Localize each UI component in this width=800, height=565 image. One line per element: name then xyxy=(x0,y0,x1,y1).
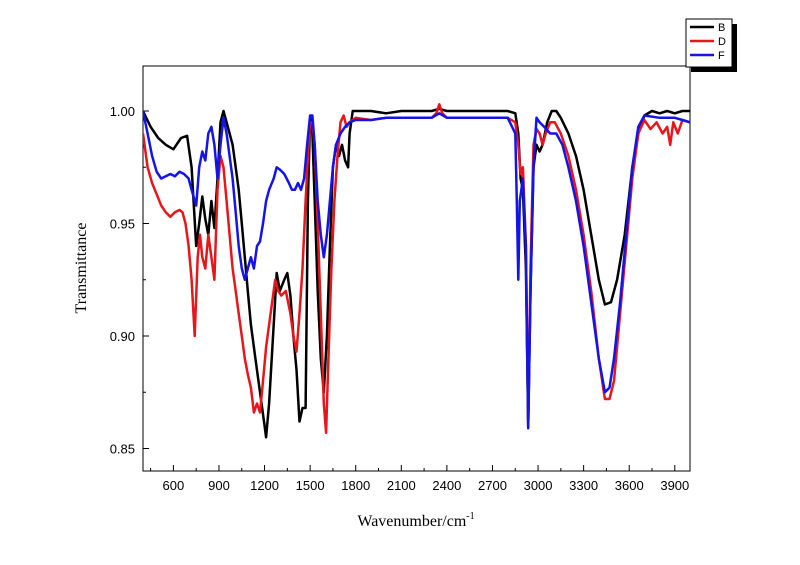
series-line-B xyxy=(143,107,690,439)
y-axis-ticks: 0.85 0.90 0.95 1.00 xyxy=(110,104,149,457)
x-axis-ticks: 600 900 1200 1500 1800 2100 2400 2700 3000 3300 36… xyxy=(150,465,689,493)
x-tick-label: 1500 xyxy=(296,478,325,493)
x-tick-label: 3000 xyxy=(524,478,553,493)
x-tick-label: 3300 xyxy=(569,478,598,493)
x-tick-label: 2400 xyxy=(432,478,461,493)
x-tick-label: 600 xyxy=(163,478,185,493)
y-tick-label: 0.95 xyxy=(110,217,135,232)
x-tick-label: 1800 xyxy=(341,478,370,493)
series-lines xyxy=(143,103,690,439)
x-axis-title-superscript: -1 xyxy=(466,511,474,522)
legend: BDF xyxy=(685,18,737,72)
x-axis-title-main: Wavenumber/cm xyxy=(357,513,466,530)
series-line-D xyxy=(143,103,690,435)
y-tick-label: 0.85 xyxy=(110,442,135,457)
x-tick-label: 900 xyxy=(208,478,230,493)
x-tick-label: 3600 xyxy=(615,478,644,493)
y-tick-label: 1.00 xyxy=(110,104,135,119)
legend-label-B: B xyxy=(718,22,725,34)
legend-label-D: D xyxy=(718,36,726,48)
x-tick-label: 3900 xyxy=(660,478,689,493)
x-tick-label: 2700 xyxy=(478,478,507,493)
x-tick-label: 1200 xyxy=(250,478,279,493)
x-tick-label: 2100 xyxy=(387,478,416,493)
x-axis-title: Wavenumber/cm-1 xyxy=(357,511,474,530)
legend-label-F: F xyxy=(718,50,725,62)
series-line-F xyxy=(143,110,690,430)
y-tick-label: 0.90 xyxy=(110,329,135,344)
plot-frame xyxy=(142,65,691,472)
y-axis-title: Transmittance xyxy=(73,223,90,314)
